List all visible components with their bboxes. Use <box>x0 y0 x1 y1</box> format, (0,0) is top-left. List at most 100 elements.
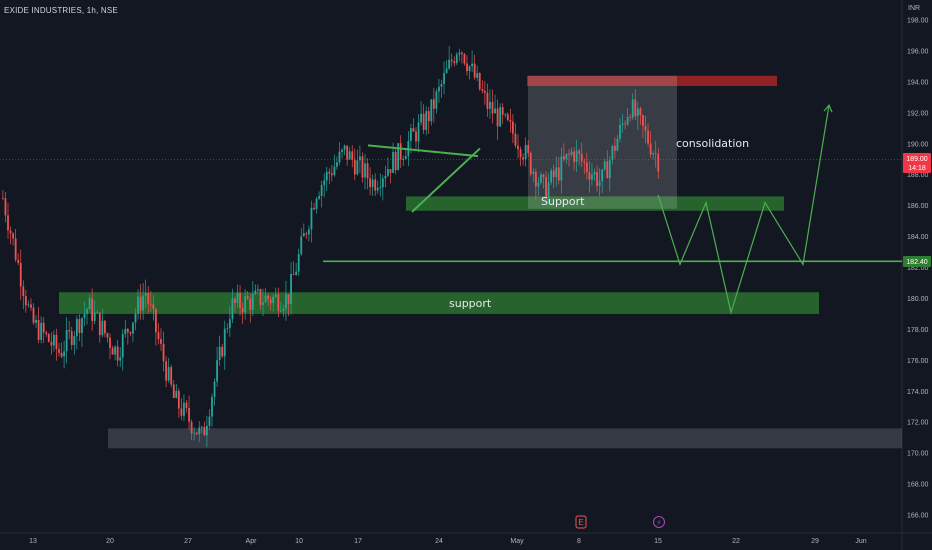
candle <box>147 286 150 314</box>
candle-body <box>338 151 341 163</box>
candle-body <box>348 151 351 160</box>
candle <box>134 308 137 331</box>
candle <box>216 346 218 387</box>
candle-body <box>330 173 333 176</box>
candle-body <box>466 63 468 72</box>
candle-body <box>170 367 173 385</box>
candle-body <box>55 334 58 349</box>
candle <box>121 329 124 371</box>
candle <box>7 203 9 239</box>
candle-body <box>162 343 165 362</box>
candle <box>200 425 203 434</box>
candle-body <box>619 125 621 139</box>
candle-body <box>9 230 12 234</box>
candle-body <box>17 259 20 263</box>
candle <box>491 89 494 124</box>
candle <box>300 228 303 256</box>
earnings-event-icon[interactable]: E <box>575 515 587 529</box>
y-tick-label: 196.00 <box>907 49 929 56</box>
candle-body <box>626 116 629 125</box>
candle-body <box>246 296 249 299</box>
candle-body <box>448 59 451 69</box>
candle-body <box>73 336 76 346</box>
candle-body <box>473 63 476 78</box>
candle <box>524 137 527 167</box>
candle <box>106 332 109 343</box>
y-tick-label: 166.00 <box>907 513 929 520</box>
candle <box>522 153 524 166</box>
candle <box>647 123 649 147</box>
candle-body <box>461 52 463 54</box>
candle <box>55 328 58 361</box>
candle-body <box>593 172 596 175</box>
candle-body <box>509 120 512 122</box>
svg-text:⚡: ⚡ <box>657 519 662 527</box>
candle-body <box>455 54 458 64</box>
support-lower-label: support <box>449 297 492 310</box>
dividend-event-icon[interactable]: ⚡ <box>653 516 665 528</box>
candle <box>40 316 43 344</box>
candle <box>53 330 55 352</box>
candle <box>98 312 101 343</box>
candle <box>458 48 461 62</box>
candle-body <box>481 89 484 91</box>
candle <box>111 345 114 355</box>
candle-body <box>634 99 637 117</box>
candle <box>333 154 336 177</box>
y-tick-label: 192.00 <box>907 110 929 117</box>
candle <box>415 127 417 149</box>
candle-body <box>534 171 537 187</box>
resistance-zone <box>527 75 777 87</box>
candle <box>560 147 563 194</box>
candle-body <box>404 156 407 159</box>
candle <box>254 284 257 296</box>
candle-body <box>165 361 167 381</box>
candle-body <box>540 174 542 183</box>
candle-body <box>652 153 655 155</box>
candle-body <box>333 166 336 176</box>
candle-body <box>517 145 519 150</box>
candle-body <box>438 86 440 92</box>
candle <box>60 342 63 359</box>
candle <box>657 148 660 179</box>
candle-body <box>494 108 496 114</box>
candle <box>58 342 60 357</box>
candle-body <box>2 197 4 199</box>
candle <box>285 280 287 321</box>
candle-body <box>573 151 575 162</box>
candle <box>534 168 537 200</box>
candle <box>177 388 180 418</box>
candle-body <box>132 322 134 334</box>
candle <box>596 165 598 192</box>
candle <box>264 288 267 303</box>
candle-body <box>397 143 400 171</box>
candle <box>499 103 502 128</box>
candle-body <box>443 73 445 84</box>
candle <box>149 291 152 312</box>
projection-arrowhead <box>823 103 833 113</box>
candle-body <box>63 351 65 357</box>
candle <box>236 284 239 308</box>
candle <box>634 89 637 121</box>
candle-body <box>621 123 624 125</box>
candle-body <box>463 54 466 64</box>
candle-body <box>320 185 323 196</box>
candle <box>351 145 354 168</box>
candle-body <box>104 320 106 334</box>
candle <box>652 150 655 160</box>
candle-body <box>137 296 139 314</box>
candle <box>22 280 25 310</box>
candle-body <box>427 111 430 122</box>
candle <box>93 300 96 325</box>
candle <box>402 155 405 167</box>
candle <box>282 304 285 317</box>
candle <box>353 148 356 181</box>
candle-body <box>221 346 224 357</box>
candle-body <box>353 159 356 175</box>
candle <box>188 395 190 430</box>
projection-path <box>657 105 830 315</box>
y-tick-label: 182.00 <box>907 265 929 272</box>
candle <box>32 303 35 325</box>
candle-body <box>598 181 601 186</box>
